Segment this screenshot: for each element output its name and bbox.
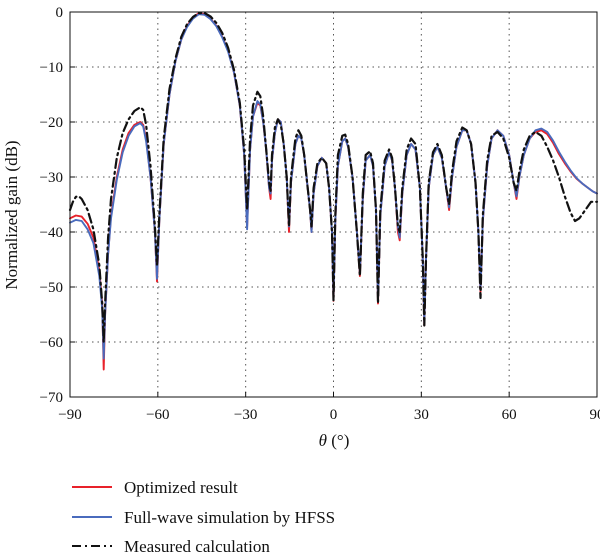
- x-axis-symbol: θ: [319, 431, 327, 450]
- x-tick-label: −30: [234, 407, 257, 423]
- grid: [69, 11, 598, 398]
- y-axis-label: Normalized gain (dB): [2, 140, 21, 289]
- y-tick-label: −60: [40, 335, 63, 351]
- series-line-3: [68, 12, 599, 344]
- x-tick-label: 90: [590, 407, 600, 423]
- y-tick-label: −10: [40, 60, 63, 76]
- legend-label-1: Optimized result: [124, 478, 238, 497]
- legend-label-2: Full-wave simulation by HFSS: [124, 508, 335, 527]
- legend-label-3: Measured calculation: [124, 537, 270, 556]
- y-tick-label: −70: [40, 390, 63, 406]
- legend: Optimized result Full-wave simulation by …: [72, 478, 335, 556]
- axis-ticks: −90 −60 −30 0 30 60 90 0 −10 −20 −30 −40 −50 −60 −70: [40, 5, 600, 423]
- y-tick-label: −30: [40, 170, 63, 186]
- x-tick-label: −90: [58, 407, 81, 423]
- x-axis-unit: (°): [327, 431, 349, 450]
- x-tick-label: 60: [502, 407, 517, 423]
- y-tick-label: 0: [56, 5, 64, 21]
- y-tick-label: −50: [40, 280, 63, 296]
- y-tick-label: −20: [40, 115, 63, 131]
- x-tick-label: 0: [330, 407, 338, 423]
- x-tick-label: 30: [414, 407, 429, 423]
- x-axis-label: θ (°): [319, 431, 350, 450]
- y-tick-label: −40: [40, 225, 63, 241]
- series-lines: [68, 12, 599, 371]
- x-tick-label: −60: [146, 407, 169, 423]
